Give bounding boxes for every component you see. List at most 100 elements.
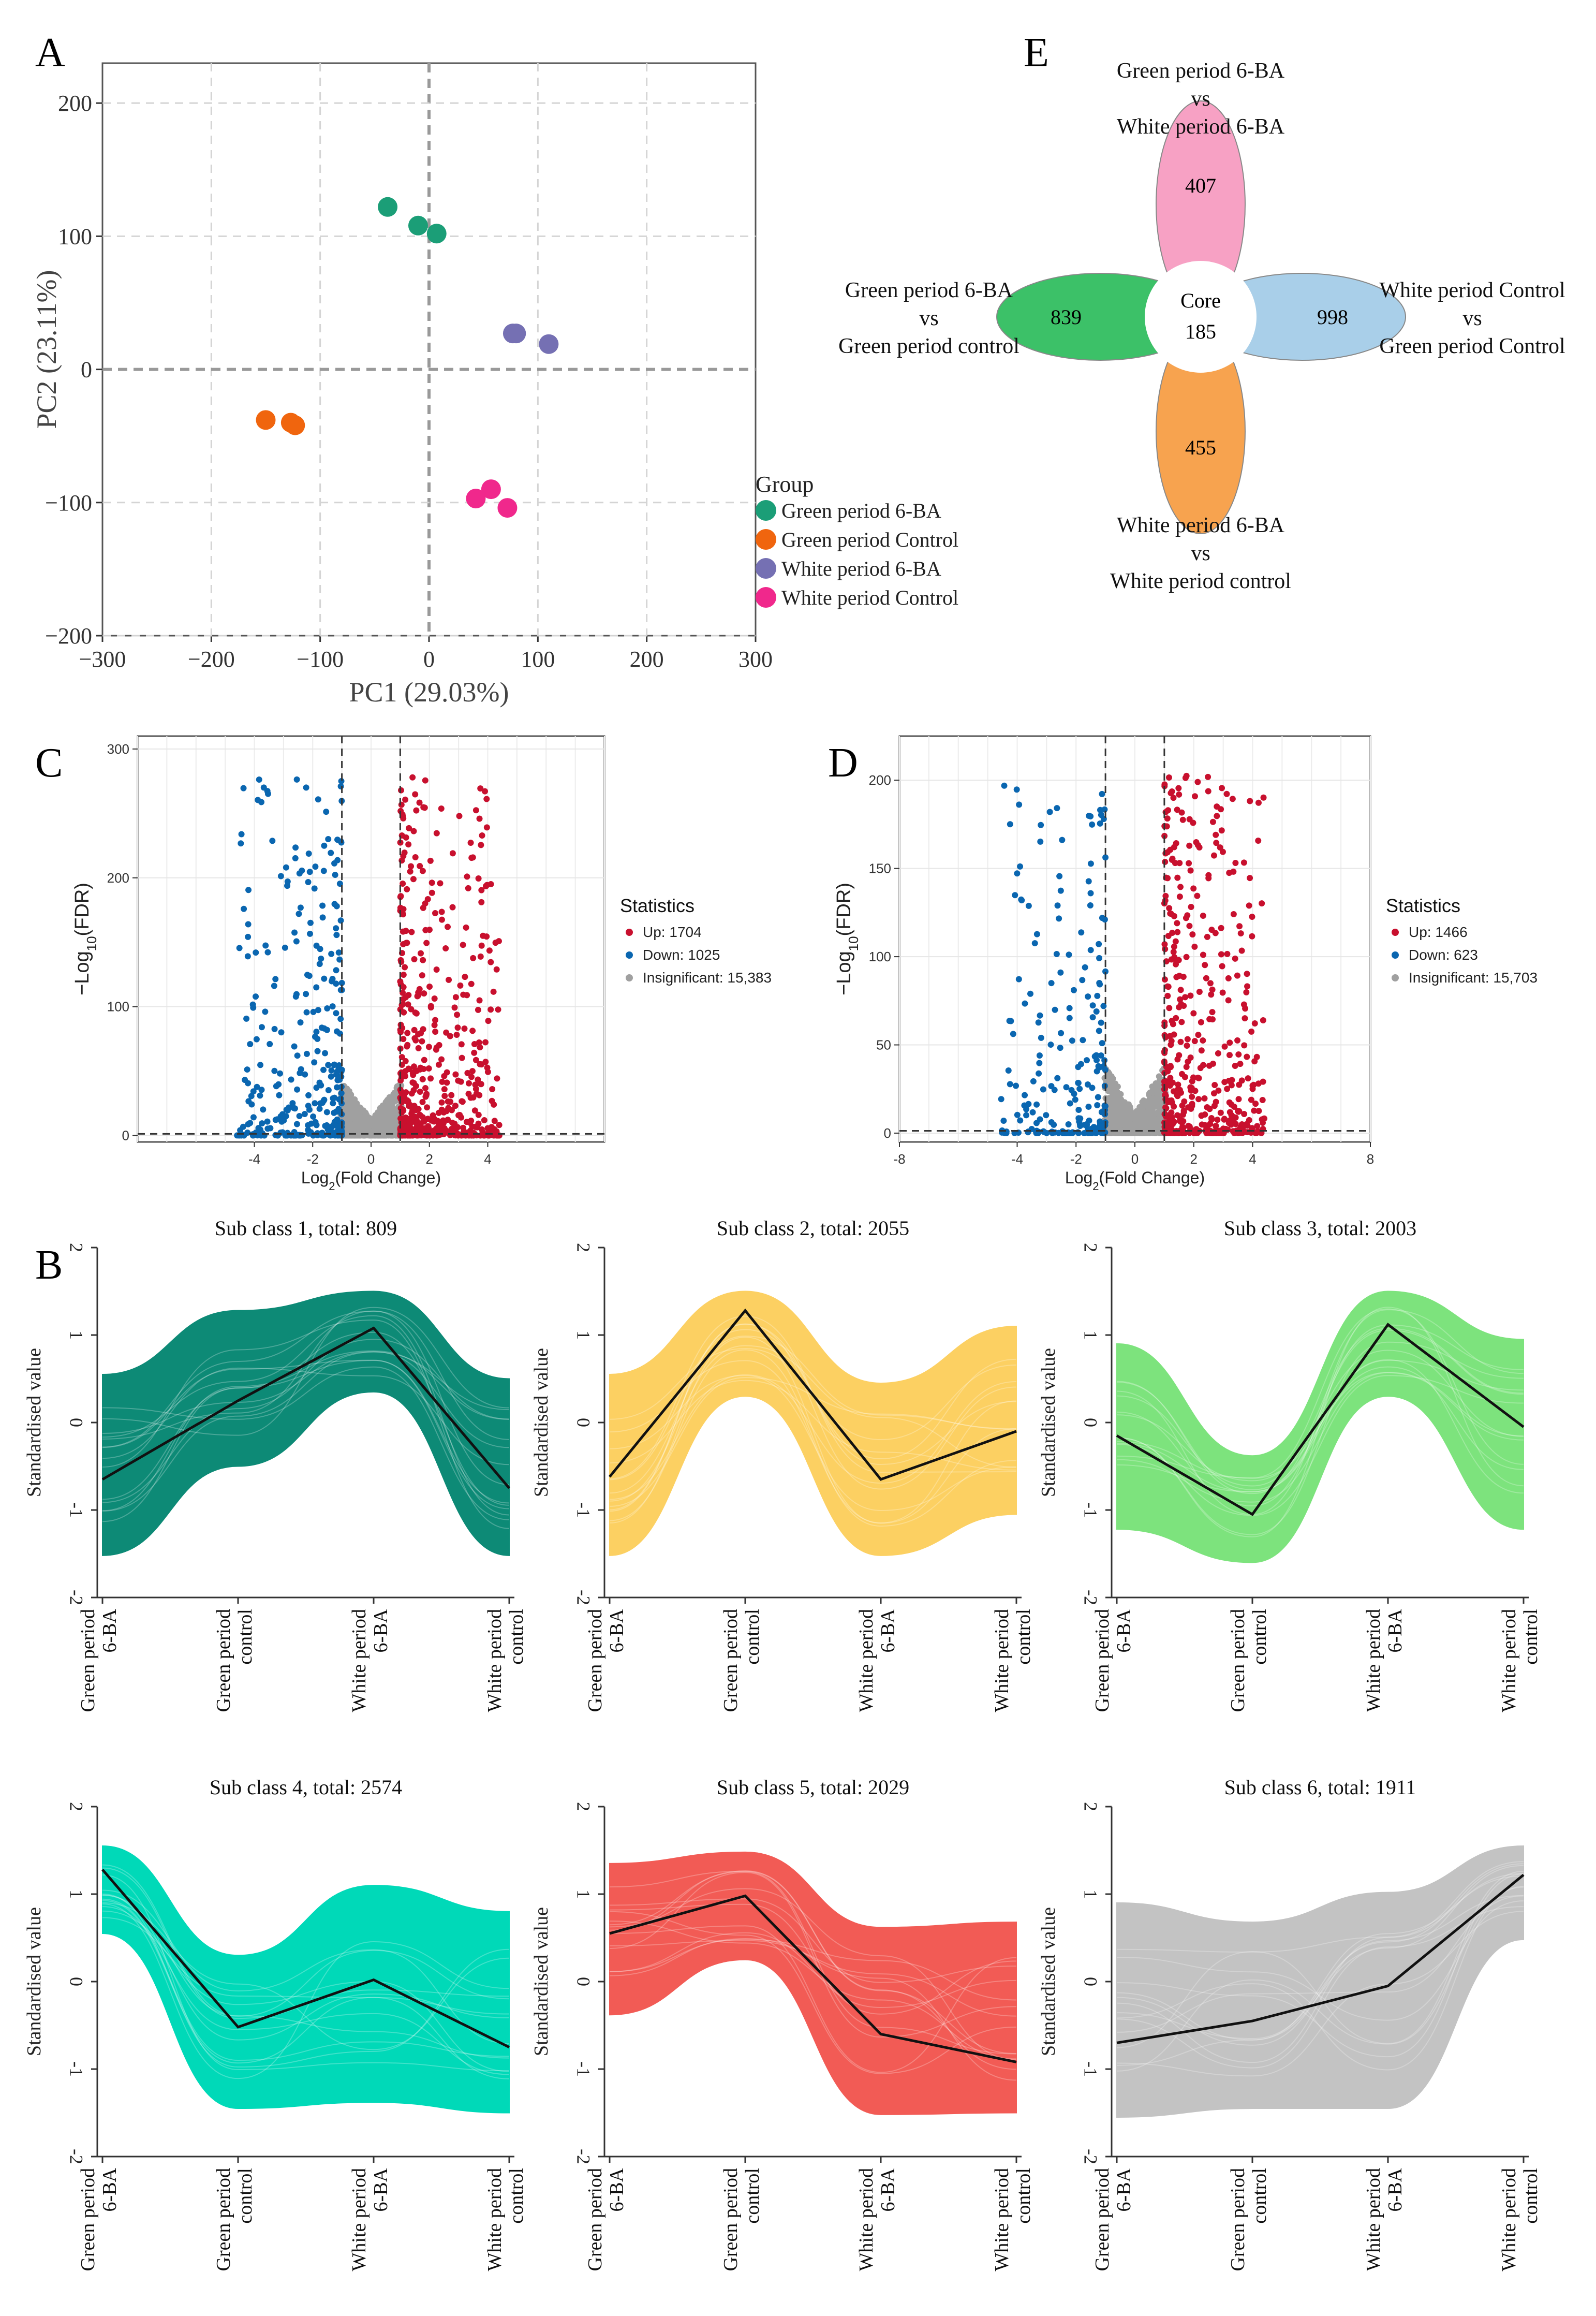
volcano-point <box>1094 1102 1101 1109</box>
volcano-point <box>434 1118 441 1124</box>
volcano-point <box>269 838 276 844</box>
volcano-point <box>1174 920 1180 927</box>
volcano-point <box>244 953 251 960</box>
volcano-point <box>1211 1082 1218 1089</box>
volcano-point <box>282 944 288 951</box>
volcano-point <box>236 945 243 951</box>
volcano-point <box>420 957 426 963</box>
volcano-point <box>1059 837 1066 843</box>
legend-label: White period Control <box>781 586 958 609</box>
x-tick-label: 4 <box>1249 1151 1256 1167</box>
volcano-point <box>423 940 430 946</box>
x-axis-label-rest: (Fold Change) <box>1099 1168 1205 1187</box>
x-tick-label: −300 <box>79 647 126 672</box>
legend-label: Down: 623 <box>1409 947 1478 963</box>
volcano-point <box>1194 779 1201 785</box>
volcano-point <box>1076 1086 1083 1092</box>
cluster-gene-line <box>1116 1863 1524 2040</box>
volcano-point <box>477 1044 483 1051</box>
y-axis-label: Standardised value <box>1038 1907 1059 2056</box>
legend-marker <box>1392 951 1399 959</box>
volcano-point <box>250 1088 257 1095</box>
volcano-point <box>1038 1034 1044 1041</box>
volcano-point <box>1052 1006 1058 1013</box>
venn-flower-diagram: Core 185 407 Green period 6-BA vs White perio… <box>838 59 1565 593</box>
volcano-point <box>1218 951 1224 958</box>
volcano-point <box>264 1125 271 1132</box>
volcano-point <box>298 1066 304 1073</box>
volcano-point <box>305 1103 312 1109</box>
volcano-point <box>478 1081 484 1088</box>
y-tick-label: 100 <box>869 949 891 964</box>
volcano-point <box>284 1107 291 1113</box>
volcano-point <box>1255 1128 1262 1135</box>
volcano-point <box>1070 987 1077 993</box>
volcano-point <box>1260 794 1267 801</box>
volcano-point <box>1167 1075 1174 1081</box>
cluster-gene-line <box>609 1374 1017 1500</box>
volcano-point <box>303 784 309 791</box>
volcano-point <box>413 807 420 814</box>
volcano-point <box>471 1107 478 1114</box>
y-tick-label: 1 <box>573 1330 594 1340</box>
volcano-point <box>335 949 342 956</box>
volcano-point <box>463 1119 470 1125</box>
volcano-point <box>421 1057 427 1063</box>
volcano-point <box>465 1080 472 1087</box>
volcano-point <box>289 1100 296 1107</box>
y-tick-label: 0 <box>122 1128 129 1144</box>
volcano-point <box>1007 1081 1013 1088</box>
volcano-point <box>1089 1002 1096 1009</box>
x-tick-label: White period <box>1363 2168 1384 2271</box>
x-axis-label-rest: (Fold Change) <box>335 1168 441 1187</box>
volcano-point <box>1013 786 1020 793</box>
volcano-point <box>483 824 490 831</box>
volcano-point <box>478 842 484 848</box>
volcano-point <box>1208 1115 1215 1122</box>
volcano-point <box>1198 1112 1205 1119</box>
volcano-point <box>259 1120 265 1127</box>
volcano-point <box>1168 956 1175 963</box>
legend-title: Statistics <box>1386 895 1460 916</box>
x-tick-label: 200 <box>630 647 664 672</box>
pca-plot: −300 −200 −100 0 100 200 300−200−1000100200PC1… <box>31 62 958 708</box>
volcano-point <box>1165 774 1172 781</box>
volcano-point <box>1098 1019 1104 1026</box>
volcano-point <box>1230 1128 1236 1135</box>
volcano-point <box>1170 795 1177 801</box>
volcano-point <box>1171 913 1177 919</box>
volcano-point <box>1149 1089 1156 1096</box>
volcano-point <box>1249 933 1255 940</box>
volcano-point <box>328 1067 335 1074</box>
volcano-point <box>1198 1047 1205 1054</box>
y-axis-label-sub: 10 <box>84 936 99 951</box>
volcano-point <box>1179 1102 1186 1109</box>
volcano-point <box>274 1116 280 1123</box>
volcano-point <box>443 1108 450 1115</box>
volcano-point <box>1101 1057 1108 1064</box>
volcano-point <box>432 910 438 917</box>
cluster-gene-line <box>609 1940 1017 2017</box>
volcano-point <box>1173 961 1179 968</box>
volcano-point <box>1174 1093 1181 1100</box>
y-tick-label: 0 <box>1081 1418 1101 1427</box>
volcano-point <box>1255 838 1262 844</box>
volcano-point <box>1065 1121 1072 1128</box>
volcano-point <box>1190 885 1197 892</box>
y-tick-label: 100 <box>58 224 92 249</box>
x-tick-label: −200 <box>188 647 235 672</box>
volcano-point <box>1215 1050 1221 1057</box>
volcano-point <box>303 1050 310 1057</box>
legend-label: Insignificant: 15,703 <box>1409 970 1538 986</box>
volcano-point <box>411 956 418 963</box>
cluster-gene-line <box>1116 1366 1524 1492</box>
volcano-point <box>328 849 334 856</box>
legend-label: Up: 1466 <box>1409 924 1468 940</box>
volcano-point <box>297 904 304 911</box>
cluster-gene-line <box>102 1894 510 2041</box>
volcano-point <box>449 904 456 911</box>
volcano-point <box>1170 948 1177 955</box>
x-tick-label: -4 <box>1011 1151 1023 1167</box>
volcano-point <box>1226 1052 1233 1059</box>
